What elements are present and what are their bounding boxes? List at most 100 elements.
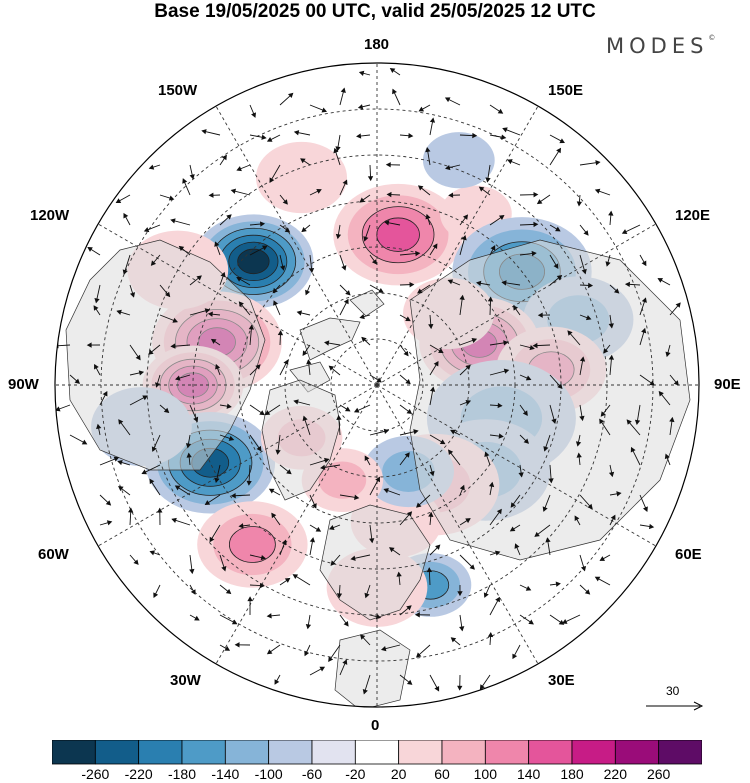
- wind-vector-head: [328, 365, 335, 371]
- wind-vector-head: [226, 214, 232, 220]
- wind-vector-head: [416, 502, 422, 508]
- wind-vector-head: [405, 316, 411, 322]
- wind-vector-head: [510, 502, 516, 508]
- wind-vector-head: [165, 291, 171, 298]
- wind-vector-head: [204, 308, 211, 314]
- wind-vector-head: [630, 446, 636, 453]
- wind-vector-head: [262, 245, 268, 251]
- wind-vector-head: [280, 265, 286, 271]
- colorbar-segment: [354, 740, 400, 765]
- wind-vector-head: [648, 523, 655, 530]
- wind-vector-head: [288, 92, 294, 99]
- colorbar-tick: -140: [211, 766, 240, 782]
- wind-vector-head: [610, 514, 616, 521]
- wind-vector-head: [432, 243, 438, 249]
- wind-vector-head: [509, 526, 516, 532]
- wind-vector-head: [272, 287, 278, 294]
- wind-vector-head: [251, 112, 257, 118]
- wind-vector-head: [608, 354, 615, 360]
- modes-logo: MODES©: [606, 34, 715, 58]
- colorbar-segment: [484, 740, 530, 765]
- wind-vector-head: [309, 537, 316, 543]
- wind-vector-head: [305, 624, 312, 630]
- wind-vector-head: [518, 472, 524, 478]
- wind-vector-head: [359, 313, 365, 320]
- wind-vector-head: [93, 305, 99, 311]
- wind-vector-head: [501, 280, 507, 286]
- wind-vector-head: [579, 415, 585, 422]
- wind-vector-head: [358, 70, 365, 76]
- wind-vector-head: [362, 688, 368, 695]
- wind-vectors: [55, 68, 681, 695]
- wind-vector-head: [613, 288, 620, 294]
- wind-vector-head: [498, 433, 504, 439]
- wind-vector-head: [500, 134, 507, 140]
- wind-vector-head: [336, 593, 343, 599]
- colorbar-tick: 180: [560, 766, 584, 782]
- wind-vector-head: [574, 515, 580, 521]
- wind-vector-head: [385, 162, 391, 168]
- wind-vector-head: [533, 191, 539, 198]
- wind-vector-head: [208, 192, 214, 198]
- lon-label-150w: 150W: [158, 82, 198, 99]
- wind-vector-head: [266, 136, 273, 142]
- africa-north: [334, 629, 411, 707]
- wind-vector-head: [340, 87, 346, 93]
- colorbar-tick: 260: [646, 766, 671, 782]
- wind-vector-head: [209, 536, 215, 543]
- wind-vector-head: [496, 508, 502, 515]
- wind-vector-head: [548, 478, 554, 484]
- wind-vector-head: [425, 147, 431, 153]
- wind-vector-head: [513, 305, 519, 311]
- wind-vector-head: [536, 199, 543, 205]
- wind-vector-head: [418, 106, 425, 112]
- wind-vector-head: [286, 469, 292, 475]
- wind-vector-head: [576, 452, 582, 458]
- wind-vector-head: [669, 416, 675, 423]
- wind-vector-head: [247, 596, 253, 602]
- wind-vector-head: [514, 543, 520, 549]
- wind-vector-head: [163, 407, 170, 414]
- wind-vector-head: [497, 402, 503, 409]
- wind-vector-head: [488, 481, 495, 488]
- wind-vector-head: [417, 288, 423, 294]
- wind-vector-head: [336, 414, 342, 420]
- wind-vector-head: [117, 460, 123, 466]
- wind-vector-head: [74, 378, 81, 384]
- wind-vector-head: [531, 250, 537, 257]
- wind-vector-head: [657, 278, 664, 283]
- wind-vector-head: [333, 147, 339, 154]
- wind-vector-head: [476, 280, 482, 286]
- wind-vector-head: [234, 642, 240, 648]
- wind-vector-head: [634, 419, 641, 425]
- wind-vector-head: [497, 108, 504, 114]
- wind-vector-head: [555, 581, 561, 587]
- wind-vector-head: [445, 164, 451, 171]
- wind-vector-head: [330, 560, 336, 566]
- wind-vector-head: [304, 650, 310, 657]
- wind-vector-head: [171, 517, 177, 523]
- wind-vector-head: [457, 685, 463, 691]
- wind-vector-head: [259, 410, 265, 416]
- wind-vector-head: [588, 282, 594, 289]
- wind-vector-head: [378, 287, 384, 293]
- wind-vector-head: [172, 317, 178, 323]
- wind-vector-head: [230, 188, 237, 194]
- colorbar-tick: -60: [301, 766, 323, 782]
- wind-vector-head: [259, 221, 266, 227]
- wind-vector-head: [641, 297, 647, 303]
- wind-vector-head: [319, 666, 326, 672]
- wind-vector-head: [664, 453, 670, 460]
- wind-vector-head: [608, 323, 614, 329]
- wind-vector-head: [406, 408, 413, 415]
- lon-label-150e: 150E: [548, 82, 584, 99]
- wind-vector-head: [624, 281, 631, 288]
- wind-vector-head: [429, 470, 435, 477]
- wind-vector-head: [324, 457, 330, 464]
- europe: [319, 504, 431, 621]
- wind-vector-head: [328, 524, 335, 530]
- wind-vector-head: [433, 360, 439, 367]
- wind-vector-head: [364, 592, 370, 599]
- wind-vector-head: [282, 199, 288, 205]
- wind-vector-head: [363, 236, 369, 242]
